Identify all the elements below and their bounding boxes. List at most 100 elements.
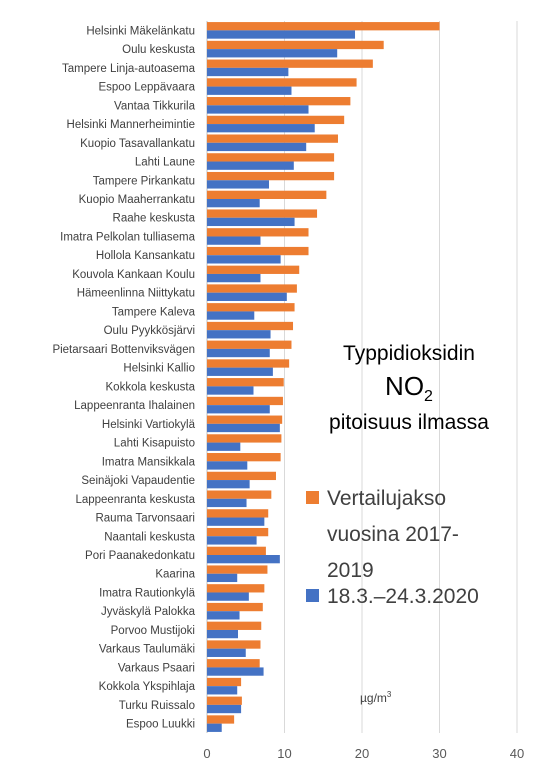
chart-title: Typpidioksidin NO2 pitoisuus ilmassa (329, 342, 489, 434)
unit-label: µg/m3 (360, 690, 392, 705)
bar-2020 (207, 423, 280, 433)
bar-2020 (207, 704, 242, 714)
title-line-2: NO2 (385, 371, 433, 405)
bar-2020 (207, 648, 246, 657)
bar-2020 (207, 629, 238, 639)
bar-2020 (207, 405, 270, 414)
bar-2020 (207, 86, 292, 95)
category-label: Kuopio Maaherrankatu (79, 194, 195, 206)
bar-2020 (207, 667, 264, 676)
bar-2020 (207, 442, 241, 451)
bar-reference (207, 171, 335, 181)
bar-reference (207, 434, 282, 443)
category-label: Kouvola Kankaan Koulu (72, 269, 195, 281)
legend-label-2020: 18.3.–24.3.2020 (327, 585, 479, 608)
bar-2020 (207, 330, 271, 339)
x-tick-label: 20 (355, 746, 369, 761)
bar-2020 (207, 367, 273, 376)
bar-reference (207, 715, 235, 724)
category-label: Espoo Leppävaara (98, 82, 195, 94)
category-label: Vantaa Tikkurila (114, 100, 196, 112)
unit-base: µg/m (360, 691, 387, 705)
bar-2020 (207, 30, 356, 39)
bar-2020 (207, 555, 280, 564)
bar-reference (207, 246, 309, 256)
bar-2020 (207, 592, 249, 601)
bar-reference (207, 378, 284, 387)
bar-2020 (207, 517, 265, 526)
category-label: Lappeenranta Ihalainen (74, 400, 195, 412)
bar-reference (207, 509, 269, 518)
bar-2020 (207, 161, 294, 170)
legend: Vertailujakso vuosina 2017- 2019 18.3.–2… (306, 487, 479, 608)
bar-reference (207, 640, 261, 649)
category-label: Imatra Pelkolan tulliasema (60, 231, 195, 243)
bar-2020 (207, 311, 255, 320)
bar-2020 (207, 49, 338, 58)
bar-reference (207, 321, 294, 331)
bar-reference (207, 284, 297, 293)
title-no2-subscript: 2 (424, 388, 433, 405)
category-label: Imatra Rautionkylä (99, 587, 195, 599)
bar-2020 (207, 498, 247, 508)
category-label: Kokkola Ykspihlaja (99, 681, 196, 693)
category-label: Raahe keskusta (113, 213, 196, 225)
bar-2020 (207, 105, 309, 114)
bar-reference (207, 396, 283, 406)
category-label: Seinäjoki Vapaudentie (81, 475, 195, 487)
category-label: Kaarina (155, 569, 195, 581)
bar-reference (207, 134, 338, 143)
category-label: Jyväskylä Palokka (101, 606, 196, 618)
bar-reference (207, 40, 384, 50)
bar-2020 (207, 480, 250, 489)
legend-label-reference-line-2: vuosina 2017- (327, 523, 459, 546)
legend-swatch-reference (306, 491, 319, 504)
bars (207, 22, 440, 732)
category-label: Pietarsaari Bottenviksvägen (52, 344, 195, 356)
bar-2020 (207, 573, 238, 583)
bar-reference (207, 677, 242, 687)
bar-reference (207, 621, 262, 630)
bar-reference (207, 190, 327, 199)
x-tick-label: 30 (432, 746, 446, 761)
bar-2020 (207, 386, 254, 395)
bar-reference (207, 228, 309, 237)
bar-2020 (207, 67, 289, 77)
category-label: Pori Paanakedonkatu (85, 550, 195, 562)
bar-reference (207, 22, 440, 31)
category-label: Lahti Kisapuisto (114, 438, 195, 450)
category-label: Turku Ruissalo (119, 700, 195, 712)
category-label: Hollola Kansankatu (96, 250, 195, 262)
bar-reference (207, 115, 345, 125)
bar-2020 (207, 142, 307, 152)
bar-2020 (207, 180, 269, 189)
bar-reference (207, 359, 290, 368)
x-axis-ticks: 0 10 20 30 40 (203, 746, 524, 761)
category-label: Kuopio Tasavallankatu (80, 138, 195, 150)
bar-reference (207, 153, 335, 162)
category-label: Varkaus Taulumäki (99, 644, 195, 656)
category-label: Tampere Pirkankatu (93, 175, 195, 187)
bar-2020 (207, 723, 222, 732)
category-label: Tampere Linja-autoasema (62, 63, 196, 75)
category-label: Naantali keskusta (104, 531, 195, 543)
bar-2020 (207, 348, 270, 358)
bar-reference (207, 696, 242, 705)
category-label: Oulu keskusta (122, 44, 195, 56)
category-labels: Helsinki Mäkelänkatu Oulu keskusta Tampere… (52, 25, 195, 730)
title-no2: NO (385, 371, 424, 401)
bar-reference (207, 490, 272, 499)
bar-2020 (207, 273, 261, 283)
bar-reference (207, 265, 300, 274)
bar-2020 (207, 536, 257, 545)
bar-reference (207, 546, 266, 555)
bar-2020 (207, 461, 248, 470)
category-label: Oulu Pyykkösjärvi (104, 325, 195, 337)
bar-2020 (207, 217, 295, 227)
category-label: Imatra Mansikkala (102, 456, 196, 468)
category-label: Lahti Laune (135, 157, 195, 169)
bar-reference (207, 527, 269, 537)
legend-swatch-2020 (306, 589, 319, 602)
bar-reference (207, 584, 265, 593)
